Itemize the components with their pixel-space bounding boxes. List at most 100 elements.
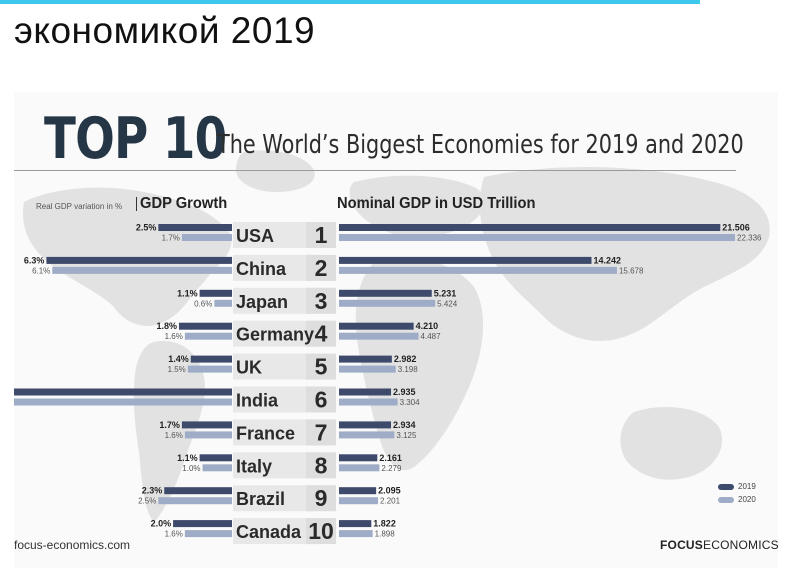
nominal-bar-2019-japan [339, 289, 432, 297]
rank-label-germany: 4 [315, 321, 328, 347]
growth-bar-2020-france [184, 431, 232, 439]
rank-bg-italy [306, 452, 336, 479]
country-label-brazil: Brazil [236, 489, 285, 509]
growth-value-2020-uk: 1.5% [168, 365, 186, 374]
nominal-value-2020-china: 15.678 [619, 266, 644, 275]
country-label-canada: Canada [236, 522, 302, 542]
nominal-value-2019-usa: 21.506 [722, 223, 750, 233]
nominal-bar-2020-france [339, 431, 395, 439]
brand-strong: FOCUS [660, 538, 703, 552]
legend-swatch-2019 [718, 483, 734, 490]
country-label-germany: Germany [236, 325, 314, 345]
nominal-value-2019-india: 2.935 [393, 387, 416, 397]
map-australia [620, 407, 723, 480]
growth-value-2019-usa: 2.5% [136, 223, 157, 233]
infographic-panel: TOP 10 The World’s Biggest Economies for… [14, 92, 778, 568]
gdp-growth-header: GDP Growth [140, 195, 228, 212]
growth-bar-2020-italy [202, 464, 232, 472]
growth-bar-2019-germany [178, 322, 232, 330]
growth-value-2020-italy: 1.0% [182, 464, 200, 473]
legend-item-2020: 2020 [718, 493, 756, 506]
nominal-value-2020-usa: 22.336 [737, 234, 762, 243]
nominal-bar-2019-india [339, 388, 392, 396]
growth-bar-2020-india [14, 398, 232, 406]
nominal-bar-2019-canada [339, 520, 372, 528]
growth-value-2019-germany: 1.8% [156, 321, 177, 331]
growth-bar-2020-germany [184, 332, 232, 340]
nominal-value-2019-france: 2.934 [393, 420, 416, 430]
nominal-value-2019-japan: 5.231 [434, 288, 457, 298]
map-africa [355, 258, 484, 471]
gdp-growth-note: Real GDP variation in % [36, 202, 123, 211]
country-label-japan: Japan [236, 292, 288, 312]
nominal-bar-2020-uk [339, 365, 396, 373]
map-asia [479, 166, 770, 341]
growth-value-2019-uk: 1.4% [168, 354, 189, 364]
rank-bg-france [306, 419, 336, 446]
legend-label-2020: 2020 [738, 495, 756, 504]
nominal-value-2020-india: 3.304 [400, 398, 421, 407]
world-map-background [23, 150, 770, 522]
nominal-bar-2020-india [339, 398, 398, 406]
nominal-value-2020-germany: 4.487 [421, 332, 442, 341]
nominal-bar-2019-china [339, 256, 592, 264]
growth-bar-2019-usa [158, 224, 232, 231]
growth-bar-2020-china [52, 266, 232, 274]
nominal-bar-2019-germany [339, 322, 414, 330]
country-label-bg-china [233, 254, 318, 281]
growth-value-2020-usa: 1.7% [162, 234, 180, 243]
growth-bar-2020-japan [214, 299, 232, 307]
rank-bg-brazil [306, 485, 336, 512]
rank-bg-china [306, 254, 336, 281]
nominal-value-2020-italy: 2.279 [381, 464, 402, 473]
rank-bg-canada [306, 518, 336, 545]
page-heading: экономикой 2019 [14, 10, 316, 51]
growth-value-2019-france: 1.7% [159, 420, 180, 430]
growth-value-2020-japan: 0.6% [194, 299, 212, 308]
growth-value-2020-brazil: 2.5% [138, 497, 156, 506]
country-label-bg-india [233, 386, 318, 413]
country-label-usa: USA [236, 226, 274, 246]
gdp-growth-separator [136, 197, 137, 211]
growth-bar-2019-uk [190, 355, 232, 363]
rank-label-china: 2 [315, 255, 328, 281]
nominal-value-2020-france: 3.125 [396, 431, 417, 440]
nominal-bar-2019-france [339, 421, 392, 429]
nominal-bar-2019-brazil [339, 487, 377, 495]
nominal-value-2019-canada: 1.822 [373, 519, 396, 529]
country-label-bg-germany [233, 320, 318, 347]
nominal-value-2019-germany: 4.210 [416, 321, 439, 331]
nominal-value-2020-brazil: 2.201 [380, 497, 401, 506]
country-label-france: France [236, 423, 295, 443]
nominal-value-2019-brazil: 2.095 [378, 486, 401, 496]
rank-bg-uk [306, 353, 336, 380]
growth-bar-2019-china [46, 256, 232, 264]
infographic-title: TOP 10 [44, 106, 227, 172]
rank-label-usa: 1 [315, 222, 328, 248]
growth-value-2019-italy: 1.1% [177, 453, 198, 463]
nominal-bar-2020-canada [339, 530, 373, 538]
growth-bar-2020-canada [184, 530, 232, 538]
country-label-bg-uk [233, 353, 318, 380]
title-divider [14, 170, 736, 171]
nominal-bar-2020-china [339, 266, 617, 274]
rank-bg-japan [306, 287, 336, 314]
source-link[interactable]: focus-economics.com [14, 538, 131, 552]
brand-light: ECONOMICS [703, 538, 778, 552]
map-europe [349, 175, 485, 238]
growth-value-2020-canada: 1.6% [165, 530, 183, 539]
rank-label-france: 7 [315, 419, 328, 445]
growth-value-2020-france: 1.6% [165, 431, 183, 440]
top-accent-line [0, 0, 700, 4]
growth-bar-2020-usa [181, 234, 232, 241]
country-label-bg-brazil [233, 485, 318, 512]
nominal-value-2019-uk: 2.982 [394, 354, 417, 364]
nominal-bar-2020-usa [339, 234, 735, 241]
nominal-bar-2020-italy [339, 464, 380, 472]
rank-label-italy: 8 [315, 452, 328, 478]
map-north-america [23, 187, 232, 327]
nominal-bar-2019-uk [339, 355, 392, 363]
growth-bar-2019-france [181, 421, 232, 429]
growth-bar-2019-india [14, 388, 232, 396]
